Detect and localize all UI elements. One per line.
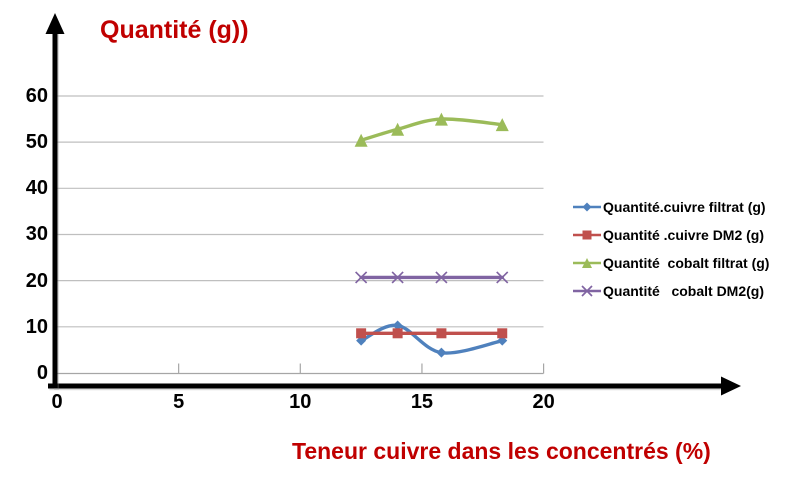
marker-diamond bbox=[582, 202, 592, 212]
marker-triangle bbox=[495, 118, 509, 132]
legend-item-cuivre-filtrat: Quantité.cuivre filtrat (g) bbox=[572, 193, 769, 221]
marker-square bbox=[436, 328, 447, 339]
marker-triangle bbox=[354, 133, 368, 147]
marker-square bbox=[356, 328, 367, 339]
legend-marker-x-icon bbox=[573, 285, 601, 297]
marker-x bbox=[355, 271, 368, 284]
marker-x bbox=[391, 271, 404, 284]
series-line-2 bbox=[359, 117, 504, 143]
marker-diamond bbox=[436, 347, 447, 358]
x-axis-arrowhead-icon bbox=[721, 376, 741, 396]
legend-marker-diamond-icon bbox=[573, 202, 601, 212]
marker-x bbox=[435, 271, 448, 284]
y-axis-arrowhead-icon bbox=[45, 13, 65, 34]
marker-square bbox=[497, 328, 508, 339]
chart-title: Quantité (g)) bbox=[100, 16, 249, 44]
legend-marker-square-icon bbox=[573, 230, 601, 240]
marker-triangle bbox=[391, 122, 405, 136]
legend-label: Quantité cobalt filtrat (g) bbox=[603, 255, 770, 271]
marker-square bbox=[582, 230, 592, 240]
marker-x bbox=[496, 271, 509, 284]
legend-item-cobalt-dm2: Quantité cobalt DM2(g) bbox=[572, 277, 769, 305]
legend-label: Quantité.cuivre filtrat (g) bbox=[603, 199, 766, 215]
marker-triangle bbox=[582, 258, 592, 268]
legend-label: Quantité cobalt DM2(g) bbox=[603, 283, 764, 299]
legend-label: Quantité .cuivre DM2 (g) bbox=[603, 227, 765, 243]
marker-x bbox=[581, 285, 593, 297]
legend-item-cuivre-dm2: Quantité .cuivre DM2 (g) bbox=[572, 221, 769, 249]
legend: Quantité.cuivre filtrat (g) Quantité .cu… bbox=[572, 193, 769, 305]
series-line-0 bbox=[359, 323, 504, 355]
legend-item-cobalt-filtrat: Quantité cobalt filtrat (g) bbox=[572, 249, 769, 277]
marker-square bbox=[392, 328, 403, 339]
legend-marker-triangle-icon bbox=[573, 258, 601, 268]
marker-diamond bbox=[392, 320, 403, 331]
marker-triangle bbox=[434, 112, 448, 126]
x-axis-title: Teneur cuivre dans les concentrés (%) bbox=[292, 438, 711, 464]
